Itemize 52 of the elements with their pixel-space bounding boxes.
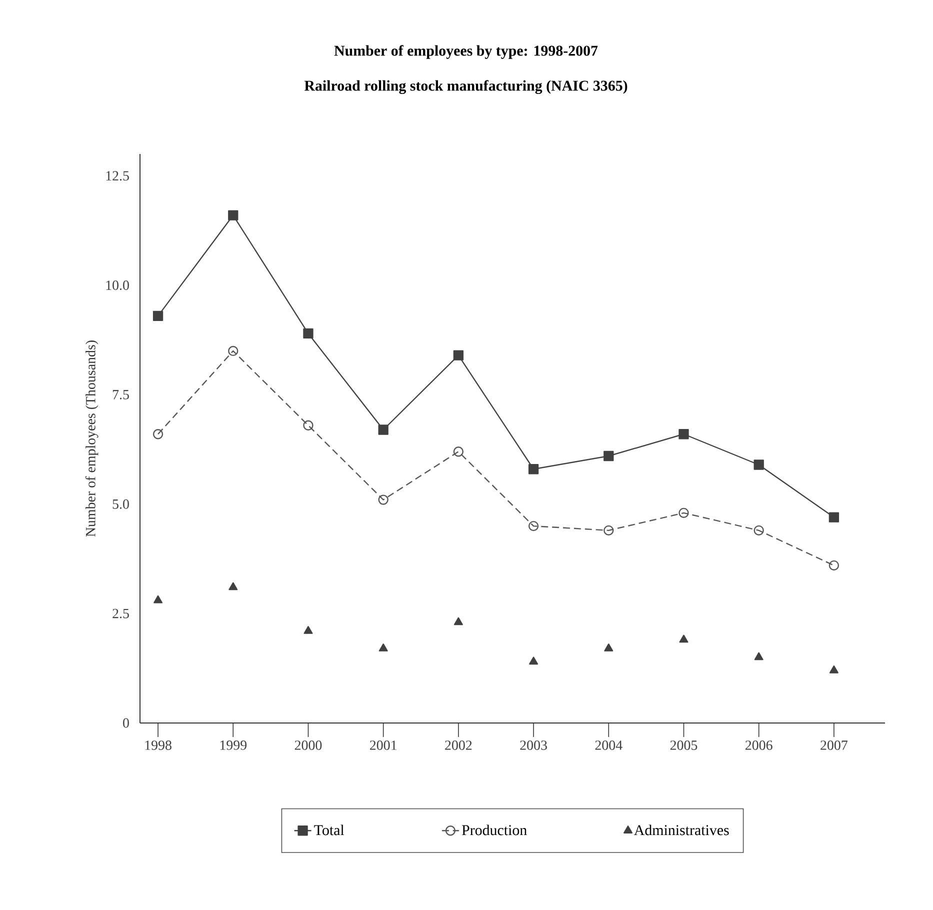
x-tick-label: 1998 (145, 740, 172, 750)
chart-subtitle: Railroad rolling stock manufacturing (NAIC 3365) (304, 80, 628, 94)
legend-label: Administratives (634, 824, 729, 836)
point (604, 450, 614, 462)
y-axis-title: Number of employees (Thousands) (85, 340, 98, 537)
y-tick-label: 2.5 (112, 608, 129, 618)
y-tick-label: 0 (123, 718, 129, 728)
point (304, 626, 313, 634)
point (228, 346, 238, 356)
x-tick-label: 2006 (746, 740, 772, 750)
x-tick-label: 2003 (520, 740, 547, 750)
point (828, 560, 840, 571)
x-tick-label: 2000 (294, 740, 322, 750)
x-tick-label: 2007 (820, 740, 848, 750)
point (678, 508, 689, 518)
point (754, 652, 764, 660)
legend-label: Production (462, 824, 527, 836)
point (528, 464, 539, 474)
point (829, 665, 838, 674)
point (378, 494, 388, 505)
point (303, 420, 314, 430)
x-tick-label: 2005 (670, 740, 698, 750)
x-tick-label: 1999 (220, 740, 247, 750)
point (378, 644, 388, 652)
point (228, 210, 238, 220)
point (528, 520, 539, 532)
point (604, 525, 614, 536)
point (228, 582, 238, 590)
point (453, 350, 464, 360)
point (152, 310, 164, 322)
point (152, 429, 164, 440)
x-tick-label: 2004 (595, 740, 622, 750)
y-tick-label: 12.5 (106, 171, 129, 181)
point (828, 512, 840, 522)
x-tick-label: 2002 (445, 740, 472, 750)
y-tick-label: 5.0 (112, 499, 129, 509)
point (303, 328, 314, 339)
point (529, 656, 538, 665)
point (454, 617, 463, 626)
point (154, 595, 163, 604)
x-tick-label: 2001 (370, 740, 396, 750)
y-tick-label: 10.0 (106, 280, 129, 290)
point (378, 424, 388, 435)
point (678, 429, 689, 440)
point (604, 644, 614, 652)
chart-title: Number of employees by type: 1998-2007 (334, 45, 598, 59)
y-tick-label: 7.5 (112, 390, 129, 400)
legend-label: Total (314, 824, 344, 836)
point (754, 460, 764, 470)
point (754, 525, 764, 536)
point (679, 634, 688, 643)
point (453, 446, 464, 457)
